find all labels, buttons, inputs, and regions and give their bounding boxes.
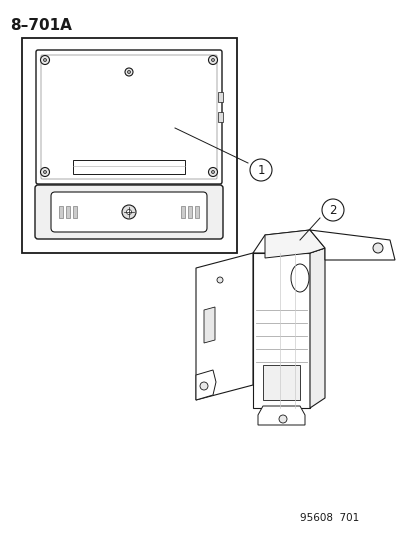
Circle shape: [199, 382, 207, 390]
Text: 2: 2: [328, 204, 336, 216]
Polygon shape: [204, 307, 214, 343]
Circle shape: [40, 55, 50, 64]
Text: 8–701A: 8–701A: [10, 18, 72, 33]
Bar: [66, 206, 70, 218]
FancyBboxPatch shape: [35, 185, 223, 239]
Circle shape: [372, 243, 382, 253]
Polygon shape: [262, 365, 299, 400]
Circle shape: [249, 159, 271, 181]
Bar: [218, 112, 223, 122]
Polygon shape: [252, 253, 309, 408]
Circle shape: [43, 171, 46, 174]
Polygon shape: [257, 406, 304, 425]
Bar: [73, 160, 185, 174]
Circle shape: [211, 171, 214, 174]
Bar: [188, 206, 192, 218]
Bar: [73, 206, 77, 218]
Bar: [22, 38, 236, 253]
Bar: [59, 206, 63, 218]
Circle shape: [208, 55, 217, 64]
Bar: [195, 206, 199, 218]
Circle shape: [122, 205, 136, 219]
Circle shape: [278, 415, 286, 423]
Polygon shape: [195, 253, 252, 400]
Polygon shape: [252, 230, 324, 253]
Text: 1: 1: [256, 164, 264, 176]
Bar: [218, 92, 223, 102]
Circle shape: [321, 199, 343, 221]
Text: 95608  701: 95608 701: [300, 513, 359, 523]
Circle shape: [125, 68, 133, 76]
Polygon shape: [195, 370, 216, 400]
Circle shape: [208, 167, 217, 176]
FancyBboxPatch shape: [51, 192, 206, 232]
Circle shape: [126, 209, 131, 214]
Ellipse shape: [290, 264, 308, 292]
Circle shape: [127, 70, 130, 74]
FancyBboxPatch shape: [41, 55, 216, 179]
Polygon shape: [309, 248, 324, 408]
Circle shape: [216, 277, 223, 283]
Circle shape: [211, 59, 214, 61]
Polygon shape: [264, 230, 324, 258]
Polygon shape: [309, 230, 394, 260]
FancyBboxPatch shape: [36, 50, 221, 184]
Bar: [180, 206, 185, 218]
Circle shape: [40, 167, 50, 176]
Circle shape: [43, 59, 46, 61]
